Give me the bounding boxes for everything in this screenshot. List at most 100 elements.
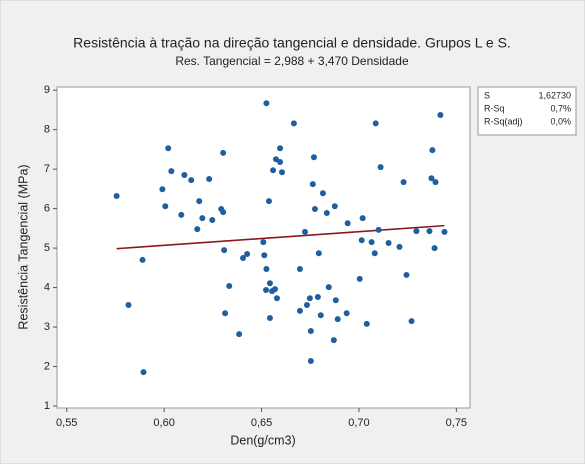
point	[206, 175, 213, 182]
point	[270, 167, 277, 174]
point	[139, 256, 146, 263]
point	[220, 209, 227, 216]
point	[400, 179, 407, 186]
point	[178, 211, 185, 218]
y-tick-label: 3	[44, 321, 50, 333]
point	[290, 120, 297, 127]
point	[222, 310, 229, 317]
point	[431, 245, 438, 252]
point	[314, 294, 321, 301]
point	[113, 192, 120, 199]
point	[162, 203, 169, 210]
y-tick-label: 6	[44, 203, 50, 215]
point	[363, 320, 370, 327]
point	[301, 228, 308, 235]
point	[296, 307, 303, 314]
point	[209, 217, 216, 224]
point	[271, 286, 278, 293]
point	[194, 226, 201, 233]
point	[330, 337, 337, 344]
point	[159, 186, 166, 193]
point	[165, 145, 172, 152]
point	[359, 215, 366, 222]
point	[296, 266, 303, 273]
point	[307, 358, 314, 365]
point	[396, 243, 403, 250]
y-tick-label: 5	[44, 242, 50, 254]
x-tick-label: 0,65	[251, 417, 272, 429]
point	[403, 271, 410, 278]
plot-area	[56, 86, 471, 409]
point	[266, 314, 273, 321]
fit-line	[116, 224, 445, 250]
x-tick-label: 0,75	[446, 417, 467, 429]
point	[221, 247, 228, 254]
point	[273, 295, 280, 302]
point	[236, 331, 243, 338]
stat-value: 0,7%	[550, 103, 571, 113]
point	[263, 266, 270, 273]
point	[307, 328, 314, 335]
point	[408, 318, 415, 325]
point	[196, 198, 203, 205]
point	[385, 239, 392, 246]
point	[319, 190, 326, 197]
point	[226, 282, 233, 289]
stat-value: 0,0%	[550, 116, 571, 126]
point	[441, 228, 448, 235]
stat-label: S	[484, 90, 490, 100]
point	[168, 168, 175, 175]
point	[356, 275, 363, 282]
point	[317, 312, 324, 319]
point	[306, 295, 313, 302]
point	[263, 286, 270, 293]
point	[240, 254, 247, 261]
point	[437, 112, 444, 119]
stats-box	[477, 86, 577, 136]
y-tick-label: 9	[44, 84, 50, 96]
point	[263, 100, 270, 107]
point	[334, 316, 341, 323]
point	[220, 149, 227, 156]
y-tick-label: 1	[44, 400, 50, 412]
point	[277, 145, 284, 152]
x-tick-label: 0,60	[153, 417, 174, 429]
point	[413, 228, 420, 235]
point	[260, 239, 267, 246]
point	[181, 172, 188, 179]
point	[371, 250, 378, 257]
point	[244, 251, 251, 258]
x-tick-label: 0,55	[56, 417, 77, 429]
point	[332, 297, 339, 304]
point	[277, 159, 284, 166]
x-tick-label: 0,70	[348, 417, 369, 429]
point	[331, 203, 338, 210]
chart-subtitle: Res. Tangencial = 2,988 + 3,470 Densidad…	[175, 54, 409, 68]
point	[368, 239, 375, 246]
point	[140, 369, 147, 376]
point	[261, 252, 268, 259]
stat-value: 1,62730	[538, 90, 571, 100]
point	[372, 120, 379, 127]
y-tick-label: 7	[44, 163, 50, 175]
y-tick-label: 4	[44, 281, 50, 293]
point	[199, 215, 206, 222]
point	[310, 154, 317, 161]
point	[311, 206, 318, 213]
point	[375, 226, 382, 233]
point	[432, 179, 439, 186]
point	[125, 301, 132, 308]
chart-title: Resistência à tração na direção tangenci…	[73, 35, 511, 51]
point	[325, 284, 332, 291]
point	[266, 280, 273, 287]
point	[265, 198, 272, 205]
point	[428, 175, 435, 182]
y-tick-label: 2	[44, 360, 50, 372]
point	[303, 301, 310, 308]
point	[315, 250, 322, 257]
y-axis-title: Resistência Tangencial (MPa)	[16, 164, 30, 329]
point	[279, 169, 286, 176]
point	[429, 147, 436, 154]
point	[344, 220, 351, 227]
